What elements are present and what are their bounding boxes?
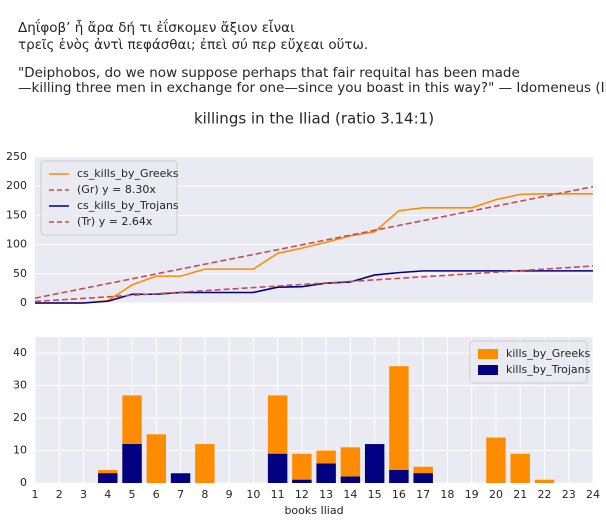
series-line [35,192,593,304]
legend-label: (Gr) y = 8.30x [77,183,156,196]
bar [292,453,312,483]
y-tick-label: 0 [20,476,27,489]
x-tick-label: 5 [129,488,136,501]
x-tick-label: 17 [416,488,430,501]
x-tick-label: 9 [226,488,233,501]
bar [146,434,167,483]
y-tick-label: 10 [13,444,27,457]
bar [486,437,506,483]
bar [389,366,409,483]
bar [98,473,118,483]
x-tick-label: 23 [562,488,576,501]
bar [340,476,361,483]
bar [170,473,191,483]
legend-box [469,340,588,384]
legend-swatch [478,349,498,359]
chart-title: killings in the Iliad (ratio 3.14:1) [194,110,434,128]
y-tick-label: 40 [13,346,27,359]
legend-label: kills_by_Greeks [506,347,590,360]
y-tick-label: 50 [13,267,27,280]
annotation: "Deiphobos, do we now suppose perhaps th… [18,65,520,81]
x-tick-label: 16 [392,488,406,501]
x-tick-label: 6 [153,488,160,501]
y-tick-label: 0 [20,296,27,309]
x-tick-label: 8 [201,488,208,501]
y-tick-label: 150 [6,208,27,221]
x-tick-label: 19 [465,488,479,501]
bar [364,444,385,483]
x-tick-label: 4 [104,488,111,501]
x-tick-label: 14 [343,488,357,501]
legend-label: kills_by_Trojans [506,363,591,376]
legend-label: (Tr) y = 2.64x [77,215,153,228]
legend-label: cs_kills_by_Trojans [77,199,179,212]
x-tick-label: 20 [489,488,503,501]
y-tick-label: 200 [6,179,27,192]
bar [195,444,215,483]
x-tick-label: 12 [295,488,309,501]
x-tick-label: 24 [586,488,600,501]
legend-label: cs_kills_by_Greeks [77,167,179,180]
x-tick-label: 11 [271,488,285,501]
bar [316,463,336,483]
bar [267,453,288,483]
annotation: τρεῖς ἑνὸς ἀντὶ πεφάσθαι; ἐπεὶ σύ περ εὔ… [18,37,368,53]
bar [413,473,433,483]
x-axis-label: books Iliad [284,504,343,517]
x-tick-label: 10 [246,488,260,501]
bar [510,453,530,483]
bar [534,479,555,483]
x-tick-label: 3 [80,488,87,501]
y-tick-label: 100 [6,238,27,251]
bar [389,470,409,483]
series-line [34,185,594,299]
bar [122,444,142,483]
series-line [34,265,594,303]
x-tick-label: 18 [440,488,454,501]
annotation: Δηΐφοβ’ ἦ ἄρα δή τι ἐΐσκομεν ἄξιον εἶναι [18,18,295,36]
bar [292,479,312,483]
x-tick-label: 22 [537,488,551,501]
y-tick-label: 20 [13,411,27,424]
x-tick-label: 7 [177,488,184,501]
annotation: —killing three men in exchange for one—s… [18,80,606,96]
y-tick-label: 30 [13,379,27,392]
legend-box [40,160,178,236]
x-tick-label: 2 [56,488,63,501]
y-tick-label: 250 [6,150,27,163]
x-tick-label: 1 [32,488,39,501]
x-tick-label: 21 [513,488,527,501]
legend-swatch [478,365,498,375]
x-tick-label: 13 [319,488,333,501]
x-tick-label: 15 [368,488,382,501]
bar [340,447,361,483]
